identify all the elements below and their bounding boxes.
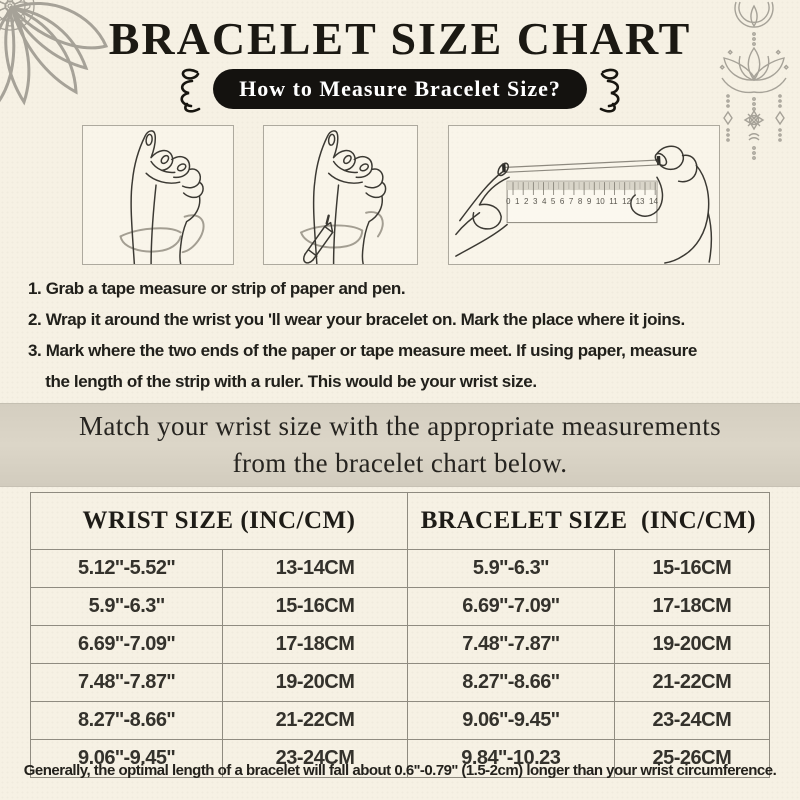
subtitle-row: How to Measure Bracelet Size? (0, 65, 800, 113)
table-cell: 23-24CM (613, 701, 771, 740)
ruler-number: 1 (514, 196, 520, 206)
table-cell: 19-20CM (613, 625, 771, 664)
table-cell: 13-14CM (222, 549, 408, 588)
footnote: Generally, the optimal length of a brace… (23, 762, 777, 779)
illustration-wrap-wrist (82, 125, 234, 265)
table-cell: 5.12''-5.52'' (29, 549, 224, 588)
illustration-ruler-measure: 0 1 2 3 4 5 6 7 8 9 10 11 12 13 14 (448, 125, 720, 265)
measuring-steps: 1. Grab a tape measure or strip of paper… (28, 273, 780, 397)
flourish-left-icon (161, 65, 203, 113)
table-cell: 8.27''-8.66'' (29, 701, 224, 740)
table-cell: 23-24CM (222, 739, 408, 778)
step-1: 1. Grab a tape measure or strip of paper… (28, 279, 406, 298)
table-cell: 8.27''-8.66'' (406, 663, 615, 702)
table-row: 9.06''-9.45'' 23-24CM 9.84''-10.23 25-26CM (29, 739, 771, 778)
ruler-number: 0 (506, 196, 511, 206)
wrist-size-header: WRIST SIZE (INC/CM) (30, 492, 408, 550)
table-row: 8.27''-8.66'' 21-22CM 9.06''-9.45'' 23-24CM (29, 701, 771, 740)
table-cell: 17-18CM (222, 625, 408, 664)
table-cell: 6.69''-7.09'' (406, 587, 615, 626)
table-row: 5.12''-5.52'' 13-14CM 5.9''-6.3'' 15-16CM (29, 549, 771, 588)
table-cell: 17-18CM (613, 587, 771, 626)
ruler-number: 14 (649, 196, 658, 206)
table-cell: 9.06''-9.45'' (406, 701, 615, 740)
table-header-row: WRIST SIZE (INC/CM) BRACELET SIZE (INC/C… (30, 492, 771, 550)
ruler-scale: 0 1 2 3 4 5 6 7 8 9 10 11 12 13 14 (506, 195, 658, 207)
ruler-number: 9 (586, 196, 592, 206)
banner-line-1: Match your wrist size with the appropria… (78, 411, 722, 441)
ruler-number: 3 (532, 196, 538, 206)
table-cell: 15-16CM (613, 549, 771, 588)
table-cell: 25-26CM (613, 739, 771, 778)
step-2: 2. Wrap it around the wrist you 'll wear… (28, 310, 685, 329)
match-size-banner: Match your wrist size with the appropria… (0, 403, 800, 487)
table-cell: 5.9''-6.3'' (29, 587, 224, 626)
ruler-number: 4 (541, 196, 547, 206)
table-cell: 21-22CM (613, 663, 771, 702)
flourish-right-icon (597, 65, 639, 113)
table-cell: 5.9''-6.3'' (406, 549, 615, 588)
table-row: 6.69''-7.09'' 17-18CM 7.48''-7.87'' 19-20CM (29, 625, 771, 664)
page-title: BRACELET SIZE CHART (108, 13, 692, 64)
table-body: 5.12''-5.52'' 13-14CM 5.9''-6.3'' 15-16CM 5.… (29, 549, 771, 778)
table-cell: 19-20CM (222, 663, 408, 702)
table-cell: 7.48''-7.87'' (29, 663, 224, 702)
table-cell: 9.06''-9.45'' (29, 739, 224, 778)
table-cell: 6.69''-7.09'' (29, 625, 224, 664)
subtitle-pill: How to Measure Bracelet Size? (213, 69, 587, 109)
table-row: 5.9''-6.3'' 15-16CM 6.69''-7.09'' 17-18CM (29, 587, 771, 626)
ruler-number: 11 (609, 196, 618, 206)
mandala-flower-icon (0, 0, 140, 138)
table-row: 7.48''-7.87'' 19-20CM 8.27''-8.66'' 21-22CM (29, 663, 771, 702)
banner-line-2: from the bracelet chart below. (232, 448, 568, 478)
illustration-mark-with-pen (263, 125, 418, 265)
bracelet-size-header: BRACELET SIZE (INC/CM) (406, 492, 771, 550)
ruler-number: 7 (568, 196, 574, 206)
step-3: 3. Mark where the two ends of the paper … (28, 341, 697, 391)
table-cell: 9.84''-10.23 (406, 739, 615, 778)
ruler-number: 5 (550, 196, 556, 206)
ruler-number: 6 (559, 196, 565, 206)
table-cell: 7.48''-7.87'' (406, 625, 615, 664)
ruler-number: 13 (635, 196, 645, 206)
lotus-ornament-icon (700, 0, 800, 170)
ruler-number: 12 (622, 196, 632, 206)
size-table: WRIST SIZE (INC/CM) BRACELET SIZE (INC/C… (29, 492, 771, 778)
table-cell: 15-16CM (222, 587, 408, 626)
ruler-number: 8 (577, 196, 583, 206)
table-cell: 21-22CM (222, 701, 408, 740)
ruler-number: 10 (595, 196, 605, 206)
ruler-number: 2 (523, 196, 529, 206)
